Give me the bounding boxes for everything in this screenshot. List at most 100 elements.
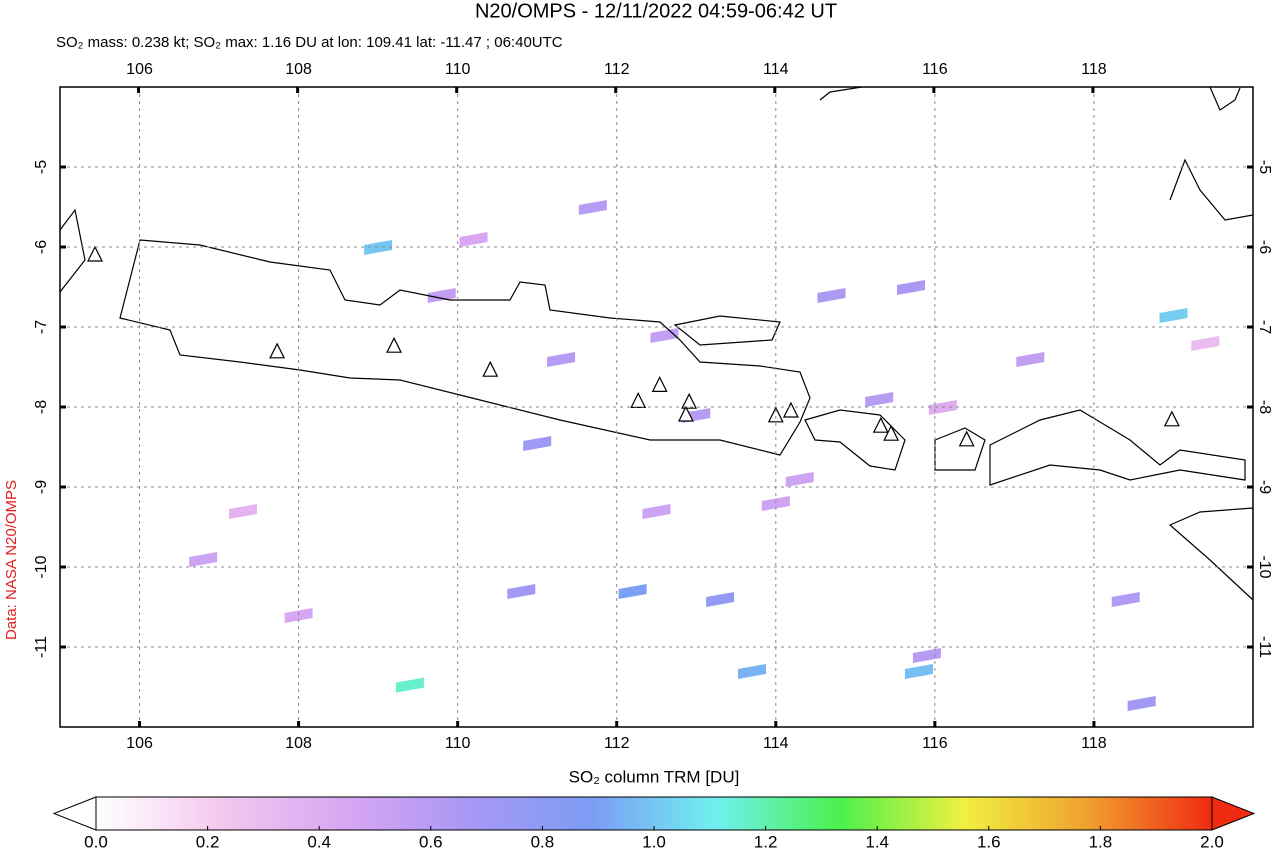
- coastline: [934, 427, 986, 471]
- y-tick-label: -9: [33, 480, 50, 494]
- y-tick-label: -10: [33, 555, 50, 578]
- so2-pixel: [904, 664, 933, 679]
- y-tick-label: -7: [33, 320, 50, 334]
- coastlines: [60, 87, 1253, 601]
- so2-pixel: [642, 504, 671, 519]
- colorbar-tick-label: 1.6: [977, 832, 1001, 851]
- so2-pixel: [817, 288, 846, 303]
- coastline: [819, 87, 863, 101]
- coastline: [673, 315, 781, 346]
- y-tick-label: -9: [1256, 480, 1272, 494]
- so2-pixel: [897, 280, 926, 295]
- map-layer: [87, 200, 1220, 711]
- x-tick-label: 108: [285, 61, 312, 78]
- so2-pixel: [228, 504, 257, 519]
- x-tick-label: 112: [604, 61, 630, 78]
- coastline: [1169, 158, 1253, 221]
- so2-pixel: [523, 436, 552, 451]
- chart-subtitle: SO₂ mass: 0.238 kt; SO₂ max: 1.16 DU at …: [56, 34, 563, 51]
- volcano: [883, 424, 900, 441]
- x-tick-label: 114: [763, 735, 789, 752]
- colorbar-tick-label: 1.4: [865, 832, 889, 851]
- so2-pixel: [578, 200, 607, 215]
- x-tick-label: 106: [126, 735, 153, 752]
- y-tick-label: -6: [1256, 240, 1272, 254]
- so2-pixel: [284, 608, 313, 623]
- y-tick-label: -11: [1256, 636, 1272, 658]
- volcano: [958, 430, 975, 447]
- coastline: [1168, 507, 1253, 601]
- so2-pixel: [189, 552, 218, 567]
- so2-pixel: [785, 472, 814, 487]
- coastline: [60, 208, 86, 293]
- so2-pixel: [547, 352, 576, 367]
- so2-pixel: [865, 392, 894, 407]
- colorbar-tick-label: 0.2: [196, 832, 220, 851]
- x-tick-label: 108: [285, 735, 312, 752]
- volcano: [1163, 410, 1180, 427]
- x-tick-label: 114: [763, 61, 789, 78]
- x-tick-label: 106: [126, 61, 153, 78]
- y-tick-label: -5: [1256, 160, 1272, 174]
- y-tick-label: -6: [33, 240, 50, 254]
- volcano: [482, 360, 499, 377]
- coastline: [804, 409, 906, 471]
- volcano: [681, 392, 698, 409]
- coastline: [119, 239, 811, 456]
- colorbar-tick-label: 0.8: [531, 832, 555, 851]
- so2-pixel: [459, 232, 488, 247]
- x-tick-label: 110: [445, 735, 471, 752]
- volcano: [677, 405, 694, 422]
- colorbar: [95, 796, 1213, 831]
- volcano: [782, 401, 799, 418]
- colorbar-tick-label: 1.0: [642, 832, 666, 851]
- so2-pixel: [1016, 352, 1045, 367]
- x-tick-label: 116: [922, 61, 948, 78]
- volcano: [630, 392, 647, 408]
- x-tick-label: 116: [922, 735, 948, 752]
- x-tick-label: 112: [604, 735, 630, 752]
- x-tick-label: 118: [1081, 735, 1107, 752]
- x-tick-label: 118: [1081, 61, 1107, 78]
- y-tick-label: -7: [1256, 320, 1272, 334]
- y-tick-label: -10: [1256, 555, 1272, 578]
- so2-pixel: [706, 592, 735, 607]
- volcano: [269, 342, 286, 359]
- colorbar-under: [52, 796, 97, 831]
- y-tick-label: -8: [1256, 400, 1272, 414]
- y-tick-label: -8: [33, 400, 50, 414]
- volcano: [767, 406, 784, 423]
- colorbar-tick-label: 2.0: [1200, 832, 1224, 851]
- so2-pixel: [618, 584, 647, 599]
- coastline: [989, 409, 1246, 486]
- colorbar-tick-label: 0.4: [307, 832, 331, 851]
- volcano: [386, 336, 403, 353]
- so2-pixel: [1127, 696, 1156, 711]
- volcano: [872, 416, 889, 433]
- x-tick-label: 110: [445, 61, 471, 78]
- so2-pixel: [761, 496, 790, 511]
- source-label: Data: NASA N20/OMPS: [3, 480, 20, 640]
- colorbar-label: SO₂ column TRM [DU]: [569, 767, 740, 786]
- so2-pixel: [912, 648, 941, 663]
- colorbar-tick-label: 1.2: [754, 832, 778, 851]
- colorbar-tick-label: 1.8: [1089, 832, 1113, 851]
- so2-pixel: [1191, 336, 1220, 351]
- so2-pixel: [427, 288, 456, 303]
- volcano: [87, 245, 103, 262]
- coastline: [1209, 87, 1241, 111]
- chart-title: N20/OMPS - 12/11/2022 04:59-06:42 UT: [475, 0, 837, 22]
- colorbar-tick-label: 0.6: [419, 832, 443, 851]
- so2-pixel: [737, 664, 766, 679]
- so2-pixel: [364, 240, 393, 255]
- colorbar-tick-label: 0.0: [84, 832, 108, 851]
- so2-pixel: [507, 584, 536, 599]
- so2-pixel: [1159, 308, 1188, 323]
- y-tick-label: -11: [33, 636, 50, 658]
- volcano: [651, 376, 668, 392]
- so2-pixel: [1111, 592, 1140, 607]
- y-tick-label: -5: [33, 160, 50, 174]
- colorbar-over: [1211, 796, 1256, 831]
- so2-pixel: [395, 677, 424, 693]
